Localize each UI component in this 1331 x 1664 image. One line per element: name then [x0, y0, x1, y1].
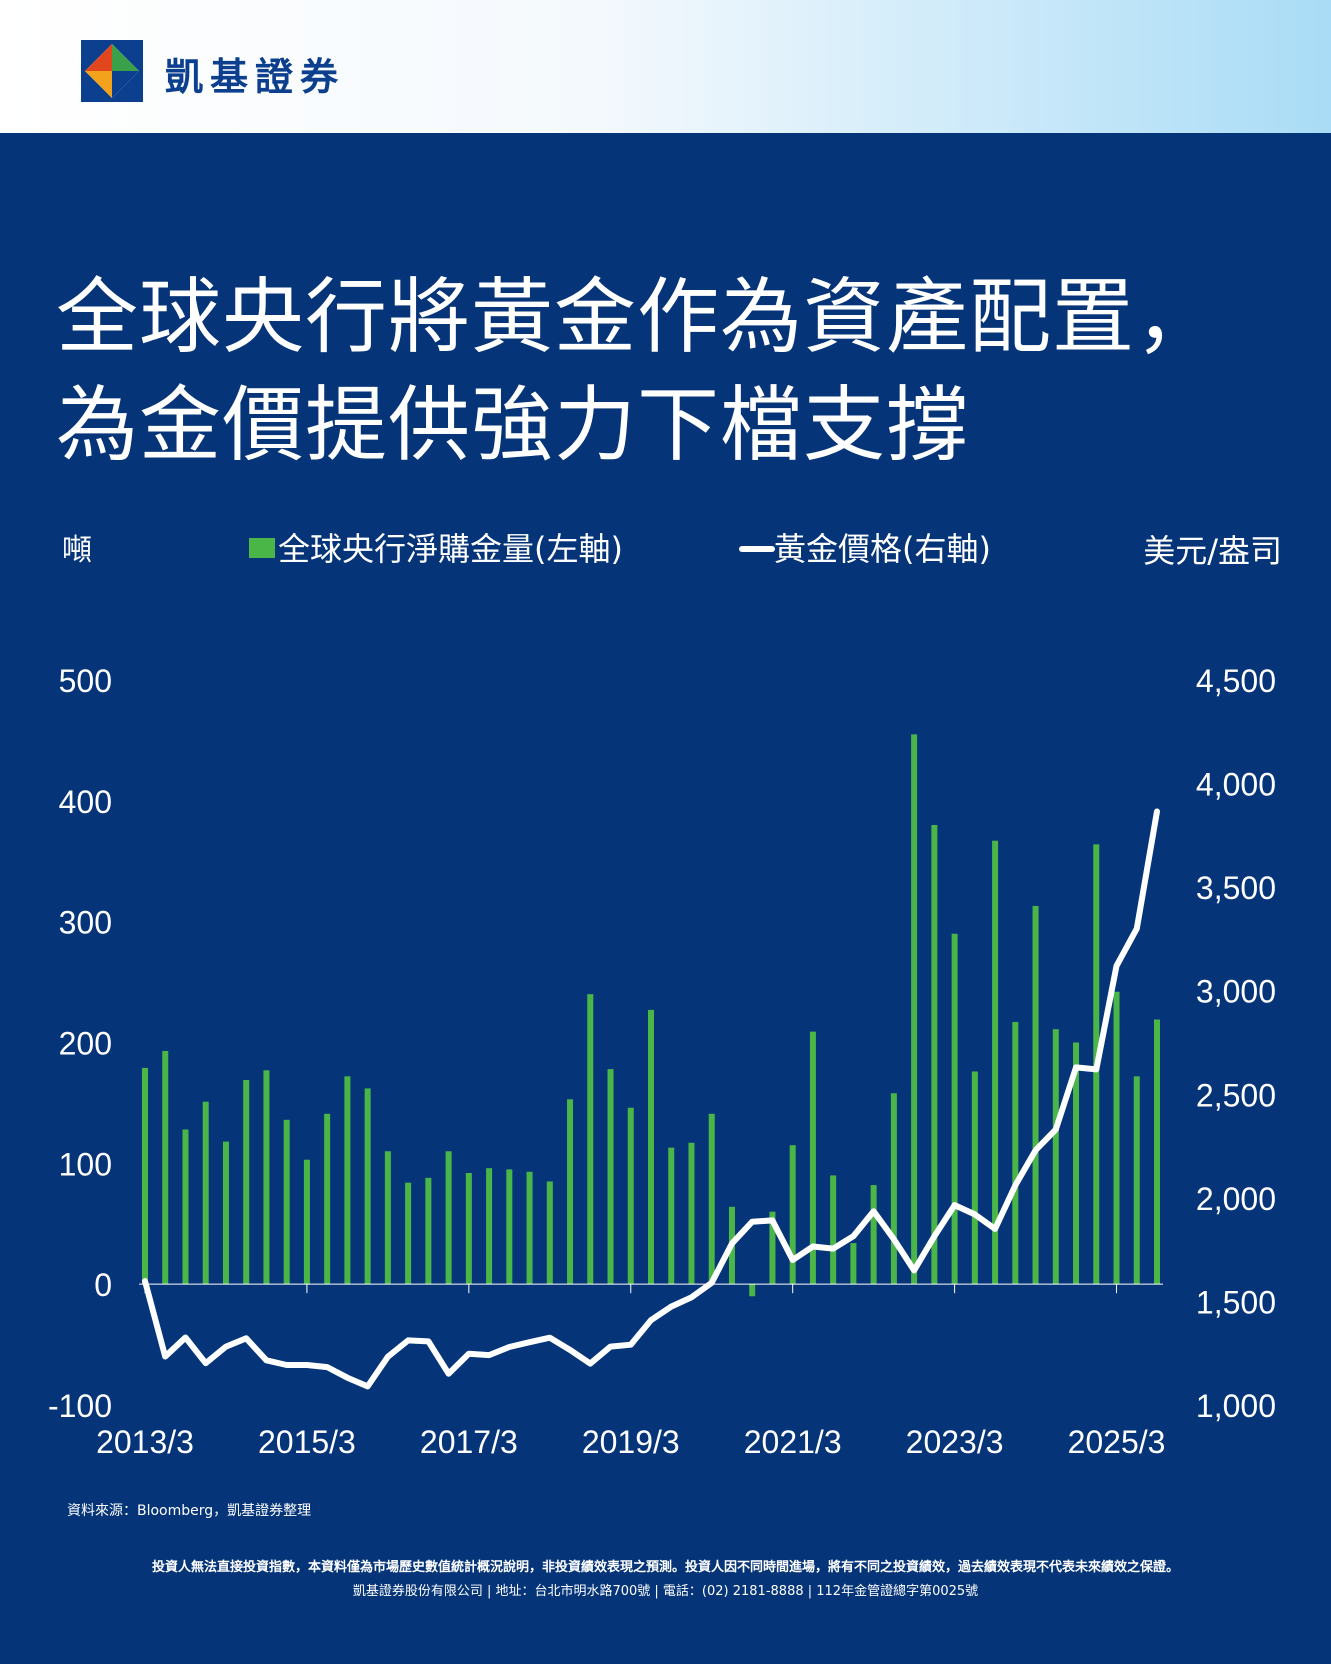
bar: [344, 1076, 351, 1285]
bar: [202, 1101, 209, 1285]
bar: [526, 1171, 533, 1285]
x-tick-label: 2019/3: [582, 1424, 680, 1460]
brand-name: 凱基證券: [165, 55, 346, 99]
right-tick-label: 2,500: [1196, 1077, 1276, 1113]
bar: [688, 1142, 695, 1285]
left-tick-label: 400: [59, 784, 112, 820]
bar: [992, 840, 999, 1285]
x-tick-label: 2017/3: [420, 1424, 518, 1460]
bar: [303, 1159, 310, 1285]
bar: [445, 1151, 452, 1285]
bar: [162, 1050, 169, 1285]
legend-bar-label: 全球央行淨購金量(左軸): [278, 530, 623, 568]
left-tick-label: 100: [59, 1146, 112, 1182]
legend-bar-swatch: [249, 538, 275, 558]
left-axis-unit: 噸: [62, 533, 92, 568]
bar: [931, 825, 938, 1285]
bar: [951, 933, 958, 1285]
right-tick-label: 1,000: [1196, 1388, 1276, 1424]
bar: [243, 1079, 250, 1285]
gold-chart: 噸 美元/盎司 全球央行淨購金量(左軸) 黃金價格(右軸) 500 400 300 2…: [48, 530, 1282, 1460]
bar: [870, 1185, 877, 1285]
bar: [587, 994, 594, 1285]
x-tick-label: 2025/3: [1068, 1424, 1166, 1460]
bar: [283, 1119, 290, 1285]
bar: [749, 1284, 756, 1297]
right-tick-label: 4,500: [1196, 663, 1276, 699]
left-tick-label: -100: [48, 1388, 112, 1424]
bar: [971, 1071, 978, 1285]
x-tick-label: 2013/3: [96, 1424, 194, 1460]
bar: [324, 1113, 331, 1285]
bar: [911, 734, 918, 1285]
bar: [668, 1147, 675, 1285]
bar: [1052, 1029, 1059, 1285]
left-tick-label: 200: [59, 1026, 112, 1062]
x-tick-label: 2023/3: [906, 1424, 1004, 1460]
bar: [465, 1173, 472, 1285]
bar: [830, 1175, 837, 1285]
source-note: 資料來源：Bloomberg，凱基證券整理: [67, 1503, 312, 1519]
bar: [222, 1141, 229, 1285]
bar-series: [142, 734, 1160, 1297]
bar: [1113, 991, 1120, 1285]
right-tick-label: 4,000: [1196, 767, 1276, 803]
right-axis-unit: 美元/盎司: [1143, 532, 1282, 570]
bar: [1012, 1021, 1019, 1285]
right-tick-label: 2,000: [1196, 1181, 1276, 1217]
brand-logo-icon: [81, 40, 143, 102]
bar: [627, 1107, 634, 1285]
bar: [506, 1169, 513, 1285]
bar: [708, 1113, 715, 1285]
x-tick-label: 2015/3: [258, 1424, 356, 1460]
bar: [405, 1182, 412, 1285]
chart-legend: 全球央行淨購金量(左軸) 黃金價格(右軸): [249, 530, 991, 568]
bar: [769, 1211, 776, 1285]
header-banner: 凱基證券: [0, 0, 1331, 133]
bar: [789, 1145, 796, 1285]
headline-line-1: 全球央行將黃金作為資產配置，: [56, 270, 1219, 365]
bar: [890, 1093, 897, 1285]
bar: [1133, 1076, 1140, 1285]
bar: [142, 1067, 148, 1285]
bar: [607, 1069, 614, 1285]
bar: [850, 1243, 857, 1285]
left-tick-label: 500: [59, 663, 112, 699]
bar: [486, 1168, 493, 1285]
bar: [425, 1177, 432, 1285]
left-tick-label: 0: [94, 1267, 112, 1303]
bar: [809, 1031, 816, 1285]
bar: [263, 1070, 270, 1285]
bar: [384, 1151, 391, 1285]
bar: [546, 1181, 553, 1285]
right-tick-label: 1,500: [1196, 1284, 1276, 1320]
bar: [648, 1009, 654, 1285]
disclaimer: 投資人無法直接投資指數，本資料僅為市場歷史數值統計概況說明，非投資績效表現之預測…: [151, 1560, 1179, 1575]
company-info: 凱基證券股份有限公司 | 地址：台北市明水路700號 | 電話：(02) 218…: [352, 1584, 979, 1599]
x-tick-label: 2021/3: [744, 1424, 842, 1460]
left-axis: 500 400 300 200 100 0 -100: [48, 663, 112, 1424]
right-tick-label: 3,500: [1196, 870, 1276, 906]
bar: [567, 1099, 574, 1285]
bar: [1073, 1042, 1080, 1285]
right-tick-label: 3,000: [1196, 974, 1276, 1010]
left-tick-label: 300: [59, 905, 112, 941]
gold-price-line: [142, 808, 1160, 1390]
x-axis: 2013/3 2015/3 2017/3 2019/3 2021/3 2023/3 2025…: [96, 1284, 1165, 1460]
bar: [1154, 1019, 1160, 1285]
bar: [364, 1088, 371, 1285]
legend-line-label: 黃金價格(右軸): [774, 530, 991, 568]
bar: [182, 1129, 189, 1285]
bar: [1032, 905, 1039, 1285]
headline-line-2: 為金價提供強力下檔支撐: [56, 378, 970, 473]
right-axis: 4,500 4,000 3,500 3,000 2,500 2,000 1,500 1,000: [1196, 663, 1276, 1424]
